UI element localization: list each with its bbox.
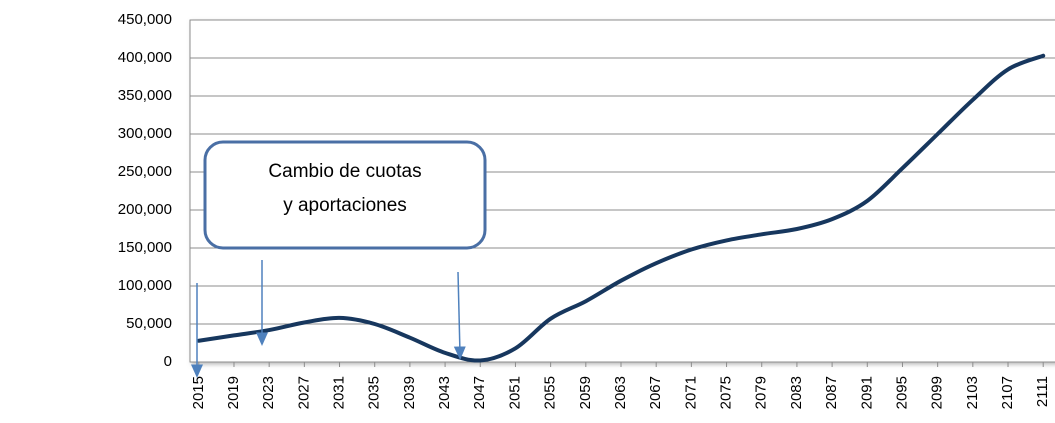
annotation-box (203, 140, 487, 250)
x-tick-label: 2019 (225, 376, 242, 409)
x-tick-label: 2099 (929, 376, 946, 409)
x-tick-label: 2111 (1034, 376, 1051, 407)
y-tick-label: 250,000 (118, 163, 172, 180)
annotation-text: Cambio de cuotas (268, 161, 421, 182)
x-tick-label: 2067 (647, 376, 664, 409)
x-tick-label: 2027 (295, 376, 312, 409)
x-tick-label: 2023 (260, 376, 277, 409)
y-tick-label: 350,000 (118, 87, 172, 104)
y-tick-label: 300,000 (118, 125, 172, 142)
x-tick-label: 2043 (436, 376, 453, 409)
x-tick-label: 2051 (506, 376, 523, 409)
x-tick-label: 2059 (577, 376, 594, 409)
y-tick-label: 100,000 (118, 277, 172, 294)
y-tick-label: 450,000 (118, 11, 172, 28)
x-tick-label: 2035 (366, 376, 383, 409)
x-tick-label: 2075 (718, 376, 735, 409)
x-tick-label: 2071 (682, 376, 699, 409)
x-tick-label: 2055 (542, 376, 559, 409)
x-tick-label: 2107 (999, 376, 1016, 409)
x-tick-label: 2083 (788, 376, 805, 409)
x-tick-label: 2087 (823, 376, 840, 409)
x-tick-label: 2091 (858, 376, 875, 409)
x-tick-label: 2039 (401, 376, 418, 409)
y-tick-label: 50,000 (126, 315, 172, 332)
x-tick-label: 2063 (612, 376, 629, 409)
x-tick-label: 2103 (964, 376, 981, 409)
y-tick-label: 150,000 (118, 239, 172, 256)
arrow (453, 271, 466, 360)
y-tick-label: 400,000 (118, 49, 172, 66)
x-tick-label: 2095 (893, 376, 910, 409)
line (196, 53, 1046, 363)
x-tick-label: 2047 (471, 376, 488, 409)
y-tick-label: 0 (164, 353, 172, 370)
x-tick-label: 2015 (190, 376, 207, 409)
x-tick-label: 2031 (330, 376, 347, 409)
x-tick-label: 2079 (753, 376, 770, 409)
y-tick-label: 200,000 (118, 201, 172, 218)
annotation-text: y aportaciones (283, 195, 407, 216)
